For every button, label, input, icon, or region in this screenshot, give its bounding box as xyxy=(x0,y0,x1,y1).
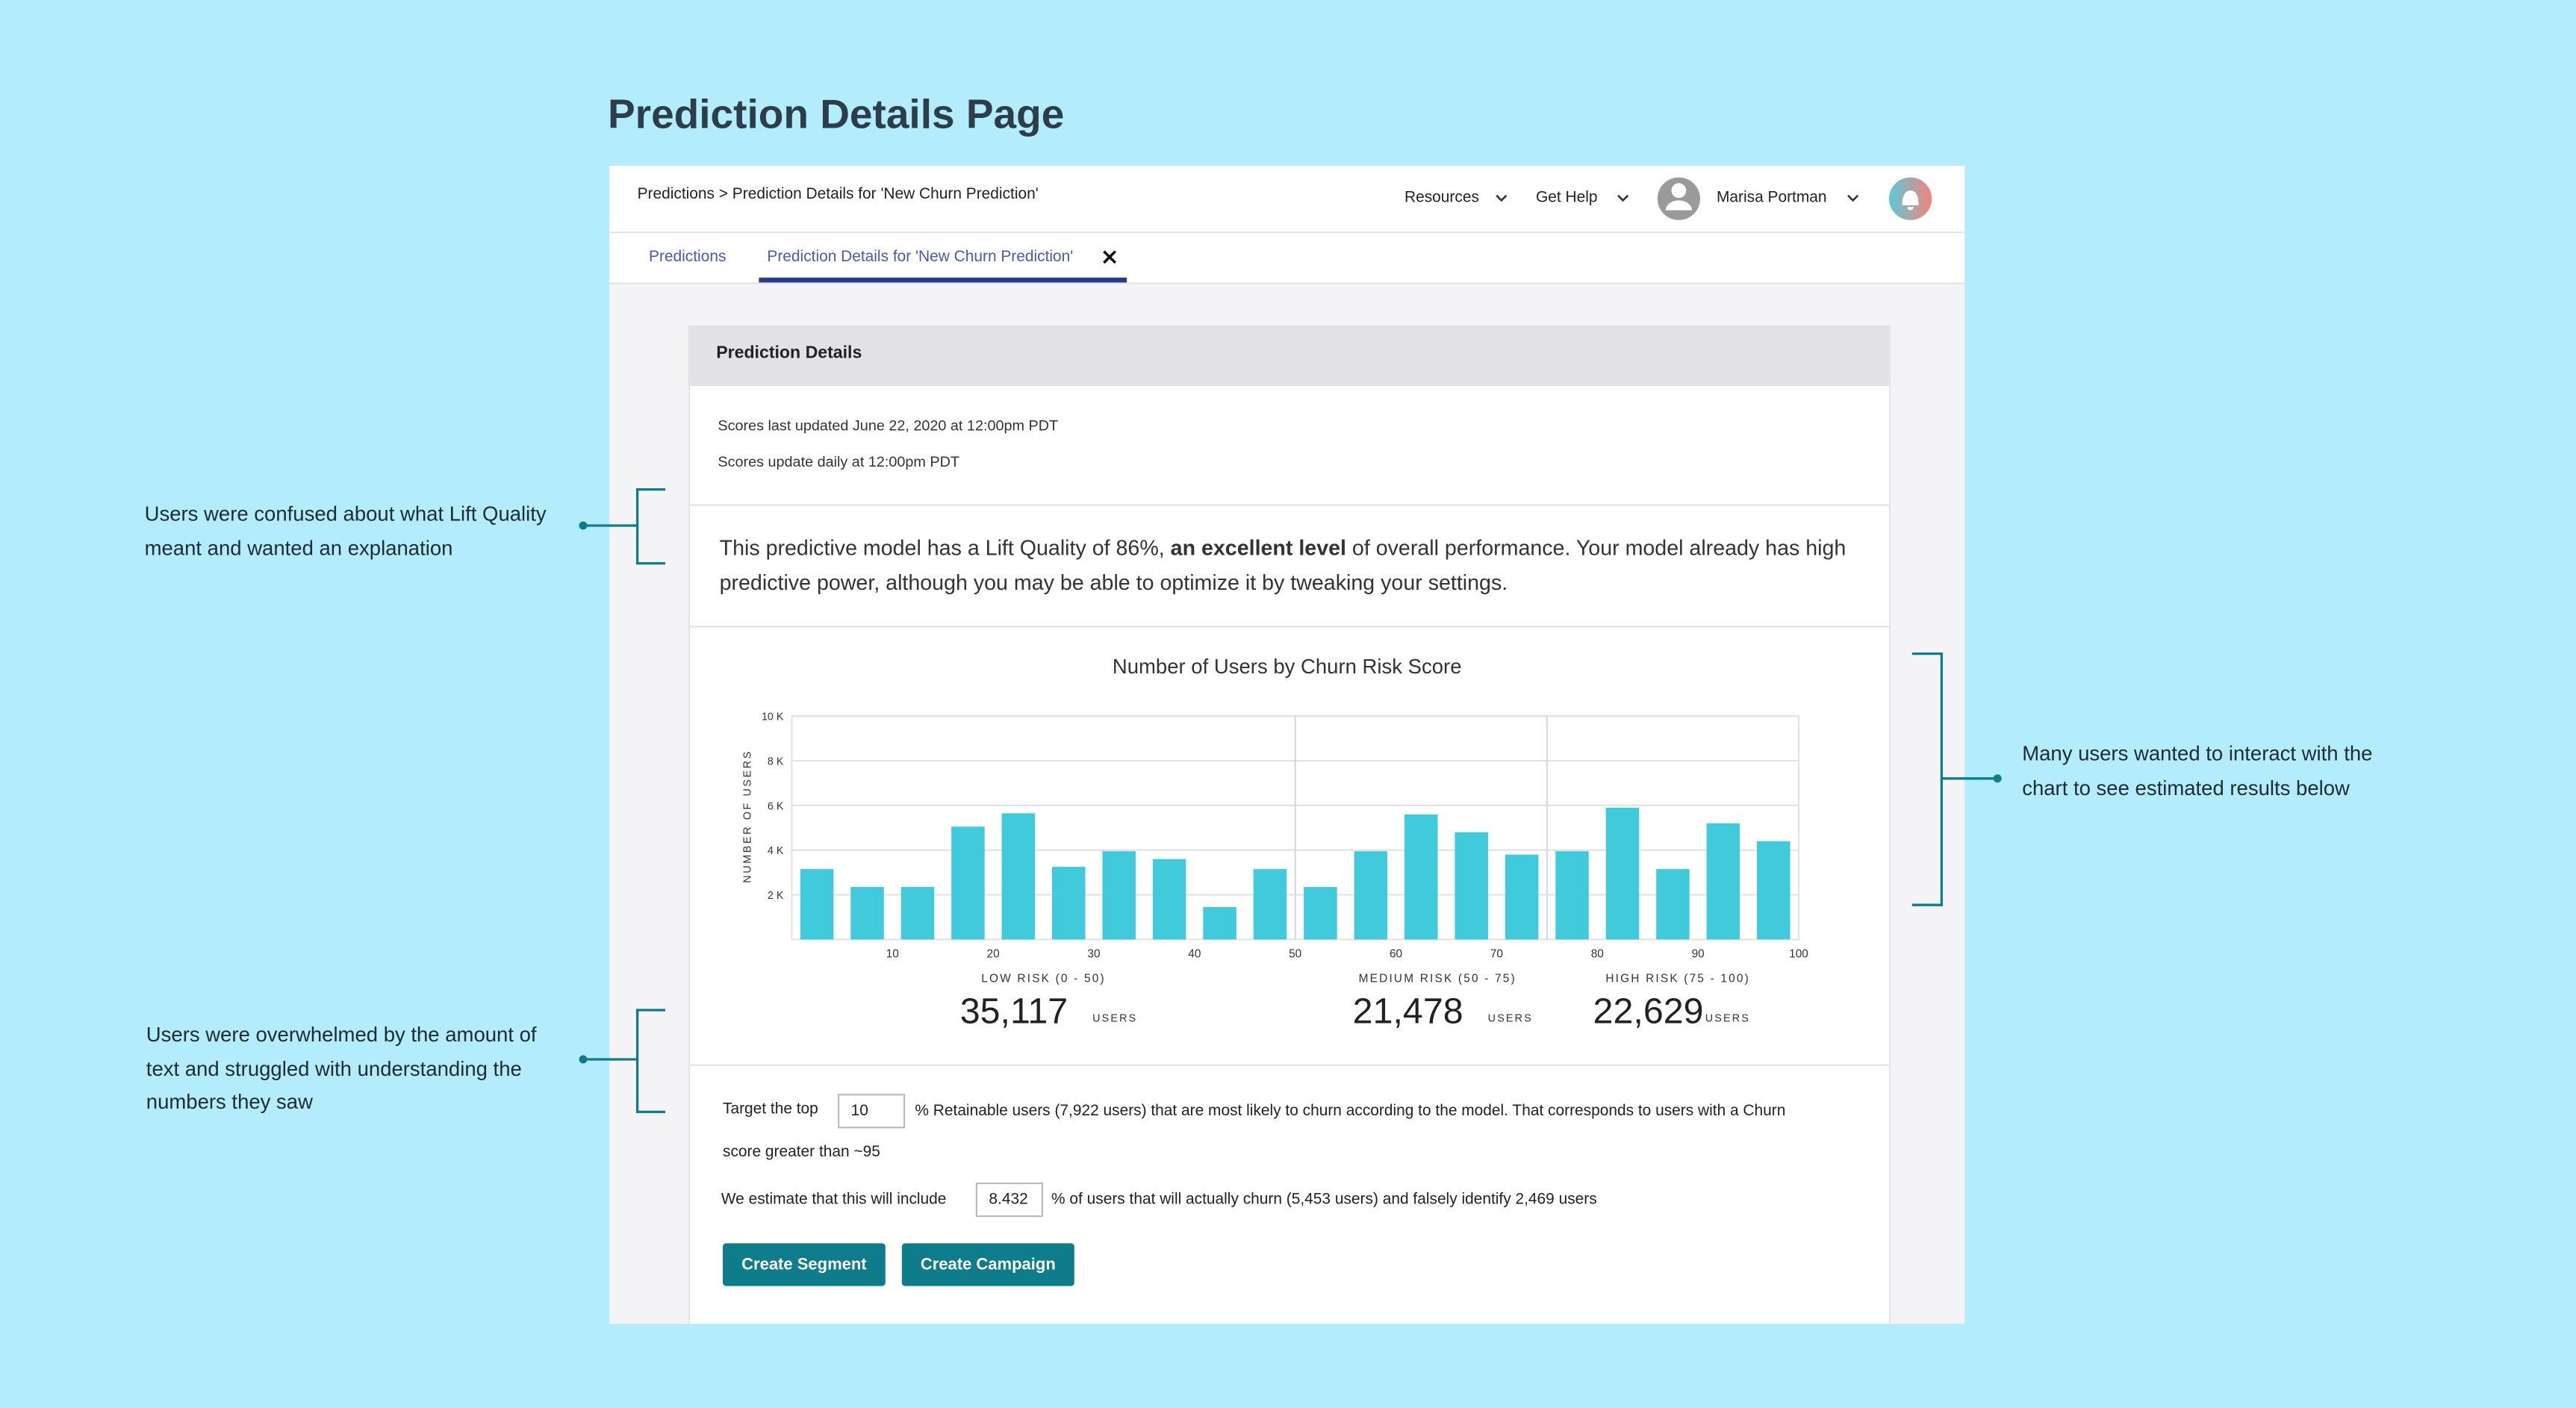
bell-icon xyxy=(1902,190,1919,211)
card-title: Prediction Details xyxy=(716,343,862,364)
schedule-text: Scores update daily at 12:00pm PDT xyxy=(718,453,960,470)
avatar-head xyxy=(1671,183,1687,199)
summary-text: This predictive model has a Lift Quality… xyxy=(719,535,1171,561)
bar xyxy=(1304,887,1337,940)
segment-unit: USERS xyxy=(1705,1012,1750,1024)
bar xyxy=(1455,832,1488,940)
divider xyxy=(688,1064,1889,1066)
chart-title: Number of Users by Churn Risk Score xyxy=(1113,655,1462,678)
segment-label: HIGH RISK (75 - 100) xyxy=(1605,973,1750,985)
x-tick-label: 40 xyxy=(1188,948,1201,961)
segment-unit: USERS xyxy=(1488,1012,1533,1024)
summary-emphasis: an excellent level xyxy=(1170,535,1346,561)
estimate-label: We estimate that this will include xyxy=(721,1191,947,1209)
segment-count: 35,117 xyxy=(960,991,1068,1032)
annotation: Users were confused about what Lift Qual… xyxy=(144,502,547,560)
estimate-text: % of users that will actually churn (5,4… xyxy=(1051,1191,1597,1209)
bar xyxy=(1052,867,1086,940)
card-header xyxy=(688,325,1889,386)
y-tick-label: 10 K xyxy=(762,711,784,723)
breadcrumb[interactable]: Predictions > Prediction Details for 'Ne… xyxy=(637,185,1039,204)
chevron[interactable] xyxy=(1847,194,1859,202)
card xyxy=(688,325,1891,1324)
segment-label: MEDIUM RISK (50 - 75) xyxy=(1359,973,1516,985)
x-tick-label: 60 xyxy=(1390,948,1402,961)
estimate-input[interactable]: 8.432 xyxy=(975,1183,1043,1218)
divider xyxy=(688,626,1889,628)
bar xyxy=(1152,859,1186,940)
dot xyxy=(579,521,588,530)
x-tick-label: 30 xyxy=(1087,948,1100,961)
updated-text: Scores last updated June 22, 2020 at 12:… xyxy=(718,417,1059,434)
segment-count: 22,629 xyxy=(1593,991,1704,1032)
summary: This predictive model has a Lift Quality… xyxy=(720,531,1870,599)
top-bar xyxy=(609,166,1965,234)
bar xyxy=(1001,813,1036,940)
chevrons xyxy=(1496,194,1859,202)
y-tick-label: 8 K xyxy=(768,756,784,768)
dot xyxy=(579,1055,588,1064)
x-tick-label: 10 xyxy=(886,948,899,961)
tab[interactable]: Predictions xyxy=(649,248,727,267)
dots xyxy=(579,521,2002,1064)
tab-bar xyxy=(609,233,1965,284)
page-title: Prediction Details Page xyxy=(608,92,1065,138)
y-tick-label: 6 K xyxy=(768,800,784,812)
target-desc: % Retainable users (7,922 users) that ar… xyxy=(723,1102,1786,1162)
segment-label: LOW RISK (0 - 50) xyxy=(981,973,1106,985)
menu-help[interactable]: Get Help xyxy=(1536,189,1598,208)
divider xyxy=(688,504,1889,506)
bracket xyxy=(583,487,666,565)
segment-count: 21,478 xyxy=(1353,991,1463,1032)
segment-unit: USERS xyxy=(1092,1012,1137,1024)
y-tick-label: 2 K xyxy=(768,890,784,902)
x-tick-label: 50 xyxy=(1289,948,1301,961)
bar xyxy=(1102,851,1136,940)
target-label: Target the top xyxy=(723,1100,818,1119)
x-tick-label: 20 xyxy=(987,948,1000,961)
y-axis-label: NUMBER OF USERS xyxy=(741,750,753,883)
bar xyxy=(1656,869,1690,940)
annotation: Many users wanted to interact with the c… xyxy=(2022,742,2373,800)
bar xyxy=(1253,869,1287,940)
create-campaign-button[interactable]: Create Campaign xyxy=(901,1243,1074,1286)
x-tick-label: 80 xyxy=(1591,948,1604,961)
bar xyxy=(800,869,834,940)
bar xyxy=(1555,851,1589,940)
dot xyxy=(1993,774,2002,783)
avatar-body xyxy=(1665,200,1692,211)
menu-resources[interactable]: Resources xyxy=(1404,189,1479,208)
bracket xyxy=(1911,652,1998,906)
tab-close[interactable] xyxy=(1103,250,1117,264)
bar xyxy=(1354,851,1388,940)
bar xyxy=(850,887,884,940)
bar xyxy=(1404,814,1438,940)
x-tick-label: 70 xyxy=(1490,948,1503,961)
user-name[interactable]: Marisa Portman xyxy=(1717,189,1827,208)
tab-active[interactable]: Prediction Details for 'New Churn Predic… xyxy=(767,248,1074,267)
bar xyxy=(1605,807,1640,940)
bar xyxy=(1505,854,1539,940)
annotation: Users were overwhelmed by the amount of … xyxy=(146,1023,537,1114)
chevron[interactable] xyxy=(1617,194,1629,202)
y-tick-label: 4 K xyxy=(768,845,784,857)
bar xyxy=(900,887,935,940)
x-tick-label: 90 xyxy=(1692,948,1705,961)
bar xyxy=(951,826,985,940)
brackets xyxy=(583,487,1998,1114)
x-tick-label: 100 xyxy=(1789,948,1808,961)
bar xyxy=(1757,841,1791,940)
bar xyxy=(1203,907,1236,940)
tab-underline xyxy=(759,277,1127,283)
create-segment-button[interactable]: Create Segment xyxy=(723,1243,886,1286)
summary-text: of overall performance. Your model alrea… xyxy=(719,535,1847,595)
bracket xyxy=(583,1009,666,1114)
bar xyxy=(1706,823,1740,940)
chevron[interactable] xyxy=(1496,194,1508,202)
target-input[interactable]: 10 xyxy=(838,1094,906,1129)
